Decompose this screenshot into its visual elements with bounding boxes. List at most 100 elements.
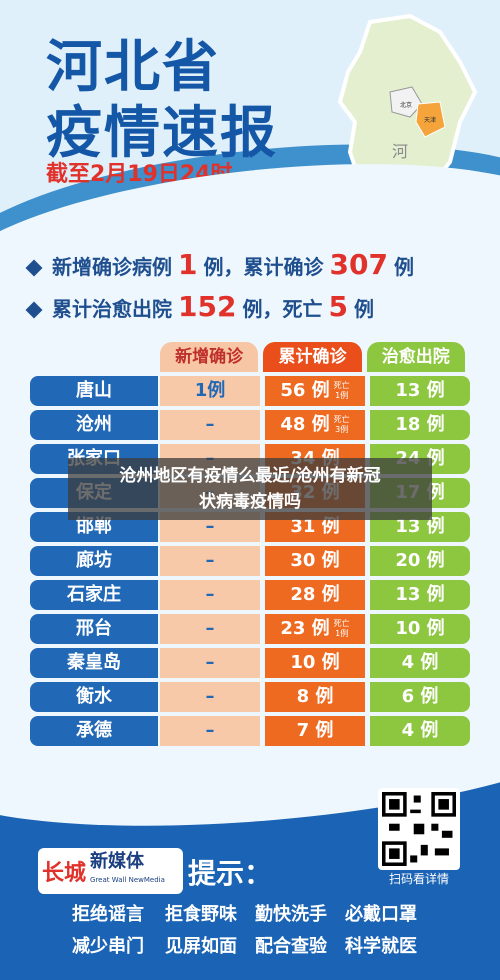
new-cases-cell: – <box>160 648 260 678</box>
header-new-cases: 新增确诊 <box>160 342 259 372</box>
tips-title: 提示： <box>188 857 273 890</box>
total-cases-value: 48 例 <box>280 414 330 435</box>
new-label: 新增确诊病例 <box>52 255 172 279</box>
article-title-banner: 沧州地区有疫情么最近/沧州有新冠 状病毒疫情吗 <box>68 458 432 520</box>
city-name: 唐山 <box>30 376 158 406</box>
new-cases-cell: – <box>160 682 260 712</box>
diamond-bullet-icon <box>25 301 43 319</box>
cured-count: 152 <box>178 290 237 323</box>
death-note: 死亡 1例 <box>333 619 350 638</box>
logo-text: 新媒体 Great Wall NewMedia <box>90 853 165 889</box>
logo-subtitle: Great Wall NewMedia <box>90 876 165 884</box>
cured-cell: 18 例 <box>370 410 470 440</box>
tip-item: 拒绝谣言 <box>72 904 144 925</box>
total-count: 307 <box>329 248 388 281</box>
total-cases-cell: 10 例 <box>265 648 365 678</box>
city-name: 衡水 <box>30 682 158 712</box>
table-row: 衡水 – 8 例 6 例 <box>30 682 470 712</box>
cured-cell: 13 例 <box>370 376 470 406</box>
map-label-tianjin: 天津 <box>424 117 436 124</box>
new-cases-cell: 1例 <box>160 376 260 406</box>
cured-cell: 4 例 <box>370 716 470 746</box>
city-stats-table: 新增确诊 累计确诊 治愈出院 唐山 1例 56 例死亡 1例 13 例沧州 –48 例死… <box>30 342 470 746</box>
new-cases-cell: – <box>160 614 260 644</box>
total-cases-cell: 28 例 <box>265 580 365 610</box>
total-cases-cell: 8 例 <box>265 682 365 712</box>
cured-cell: 4 例 <box>370 648 470 678</box>
logo-mark: 长城 <box>42 860 87 886</box>
total-cases-cell: 30 例 <box>265 546 365 576</box>
total-cases-value: 10 例 <box>290 652 340 673</box>
total-cases-cell: 48 例死亡 3例 <box>265 410 365 440</box>
tip-item: 拒食野味 <box>165 904 237 925</box>
cured-cell: 10 例 <box>370 614 470 644</box>
total-cases-value: 31 例 <box>290 516 340 537</box>
unit-label: 例 <box>393 255 414 279</box>
hebei-map-icon: 北京 天津 河 北 <box>337 13 478 220</box>
diamond-bullet-icon <box>25 259 43 277</box>
death-note: 死亡 1例 <box>333 381 350 400</box>
tip-item: 见屏如面 <box>165 936 237 957</box>
table-row: 秦皇岛 – 10 例 4 例 <box>30 648 470 678</box>
new-cases-cell: – <box>160 716 260 746</box>
title-line2: 疫情速报 <box>46 101 278 166</box>
tip-item: 必戴口罩 <box>345 904 417 925</box>
header-total-cases: 累计确诊 <box>263 342 362 372</box>
qr-code-icon <box>382 792 456 866</box>
tip-item: 勤快洗手 <box>255 904 327 925</box>
unit-label: 例 <box>353 297 374 321</box>
cured-cell: 13 例 <box>370 580 470 610</box>
death-note: 死亡 3例 <box>333 415 350 434</box>
report-date: 截至2月19日24时 <box>46 162 233 187</box>
total-cases-cell: 23 例死亡 1例 <box>265 614 365 644</box>
table-row: 石家庄 – 28 例 13 例 <box>30 580 470 610</box>
qr-code[interactable] <box>378 788 460 870</box>
total-cases-cell: 56 例死亡 1例 <box>265 376 365 406</box>
cured-cell: 20 例 <box>370 546 470 576</box>
total-cases-value: 7 例 <box>296 720 334 741</box>
summary-line2: 累计治愈出院 152 例，死亡 5 例 <box>25 290 478 323</box>
total-cases-value: 23 例 <box>280 618 330 639</box>
total-cases-value: 8 例 <box>296 686 334 707</box>
table-row: 唐山 1例 56 例死亡 1例 13 例 <box>30 376 470 406</box>
header: 河北省 疫情速报 截至2月19日24时 北京 天津 河 北 <box>0 0 500 232</box>
qr-label: 扫码看详情 <box>388 872 449 886</box>
title-line1: 河北省 <box>46 35 220 100</box>
table-header: 新增确诊 累计确诊 治愈出院 <box>160 342 470 372</box>
city-name: 秦皇岛 <box>30 648 158 678</box>
tip-item: 配合查验 <box>255 936 327 957</box>
table-row: 邢台 –23 例死亡 1例 10 例 <box>30 614 470 644</box>
tip-item: 科学就医 <box>345 936 417 957</box>
header-cured: 治愈出院 <box>366 342 465 372</box>
logo-name: 新媒体 <box>90 851 145 872</box>
new-count: 1 <box>178 248 198 281</box>
great-wall-newmedia-logo: 长城 新媒体 Great Wall NewMedia <box>38 848 183 894</box>
city-name: 廊坊 <box>30 546 158 576</box>
map-label-he: 河 <box>392 142 408 161</box>
banner-line1: 沧州地区有疫情么最近/沧州有新冠 <box>119 466 381 486</box>
death-label: 例，死亡 <box>242 297 323 321</box>
total-label: 例，累计确诊 <box>203 255 324 279</box>
table-row: 廊坊 – 30 例 20 例 <box>30 546 470 576</box>
total-cases-value: 30 例 <box>290 550 340 571</box>
map-label-beijing: 北京 <box>400 101 412 109</box>
table-row: 沧州 –48 例死亡 3例 18 例 <box>30 410 470 440</box>
total-cases-value: 56 例 <box>280 380 330 401</box>
new-cases-cell: – <box>160 546 260 576</box>
map-label-bei: 北 <box>375 172 391 191</box>
city-name: 承德 <box>30 716 158 746</box>
summary-line1: 新增确诊病例 1 例，累计确诊 307 例 <box>25 248 478 281</box>
total-cases-value: 28 例 <box>290 584 340 605</box>
table-row: 承德 – 7 例 4 例 <box>30 716 470 746</box>
tip-item: 减少串门 <box>72 936 144 957</box>
city-name: 沧州 <box>30 410 158 440</box>
new-cases-cell: – <box>160 410 260 440</box>
banner-line2: 状病毒疫情吗 <box>199 492 301 512</box>
cured-cell: 6 例 <box>370 682 470 712</box>
city-name: 邢台 <box>30 614 158 644</box>
city-name: 石家庄 <box>30 580 158 610</box>
new-cases-cell: – <box>160 580 260 610</box>
total-cases-cell: 7 例 <box>265 716 365 746</box>
death-count: 5 <box>328 290 348 323</box>
cured-label: 累计治愈出院 <box>52 297 172 321</box>
